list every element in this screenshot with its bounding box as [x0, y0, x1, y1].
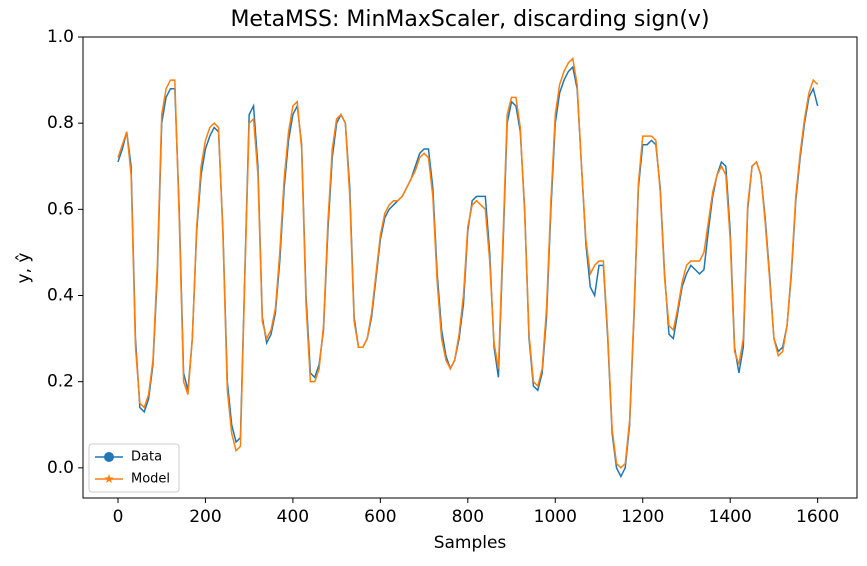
y-tick-label: 0.6 — [47, 199, 74, 219]
x-tick-label: 400 — [277, 507, 309, 527]
chart-title: MetaMSS: MinMaxScaler, discarding sign(v… — [230, 7, 709, 32]
y-tick-label: 1.0 — [47, 27, 74, 47]
x-tick-label: 1000 — [534, 507, 577, 527]
x-tick-label: 1600 — [796, 507, 839, 527]
x-tick-label: 1200 — [621, 507, 664, 527]
x-tick-label: 800 — [452, 507, 484, 527]
x-tick-label: 1400 — [709, 507, 752, 527]
legend-marker — [104, 452, 114, 462]
series-line — [117, 56, 819, 469]
y-axis-label: y, ŷ — [14, 253, 34, 284]
y-tick-label: 0.0 — [47, 458, 74, 478]
x-tick-label: 200 — [189, 507, 221, 527]
x-axis-label: Samples — [434, 533, 507, 553]
legend-label: Model — [131, 472, 170, 487]
legend-label: Data — [131, 450, 162, 465]
plot-frame — [82, 36, 858, 499]
x-tick-label: 600 — [364, 507, 396, 527]
legend-marker — [104, 474, 114, 484]
series-line — [117, 65, 819, 479]
y-tick-label: 0.8 — [47, 113, 74, 133]
y-tick-label: 0.2 — [47, 372, 74, 392]
y-tick-label: 0.4 — [47, 286, 74, 306]
x-tick-label: 0 — [113, 507, 124, 527]
